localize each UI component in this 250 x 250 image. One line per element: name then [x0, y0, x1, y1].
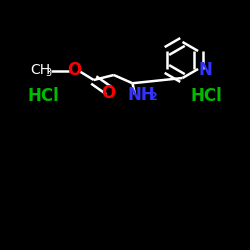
- Text: NH: NH: [128, 86, 155, 104]
- Text: O: O: [102, 84, 116, 102]
- Text: 2: 2: [148, 92, 156, 102]
- Text: HCl: HCl: [190, 87, 222, 105]
- Text: HCl: HCl: [28, 87, 60, 105]
- Text: O: O: [66, 61, 81, 79]
- Text: N: N: [198, 61, 212, 79]
- Text: CH: CH: [30, 64, 50, 78]
- Text: 3: 3: [46, 68, 52, 78]
